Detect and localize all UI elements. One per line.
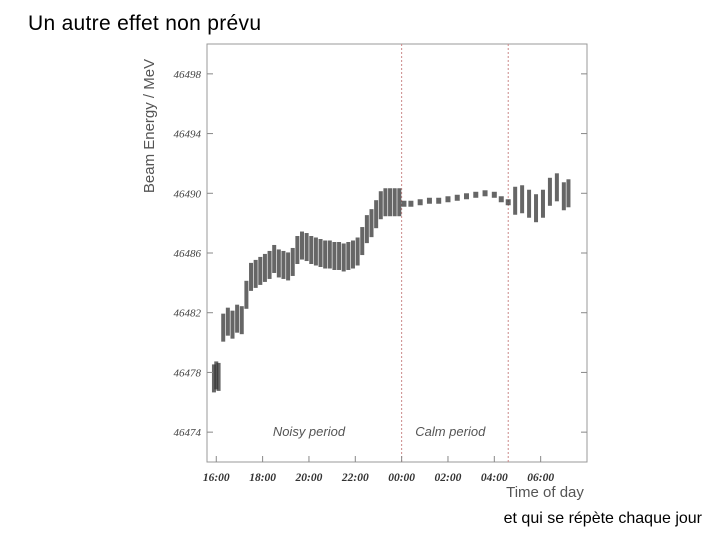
x-tick-label: 16:00 [203,472,230,484]
x-tick-label: 18:00 [249,472,276,484]
y-tick-label: 46474 [174,427,202,439]
data-points [211,173,571,393]
slide-title: Un autre effet non prévu [28,12,262,35]
period-annotation: Calm period [415,424,486,439]
x-tick-label: 02:00 [435,472,462,484]
plot-border [206,43,588,463]
x-tick-label: 20:00 [295,472,323,484]
x-tick-label: 06:00 [527,472,554,484]
boundary-lines [401,44,509,462]
x-tick-label: 04:00 [481,472,508,484]
x-axis-label: Time of day [506,484,584,501]
y-tick-label: 46478 [174,367,202,379]
y-tick-label: 46486 [174,248,202,260]
period-annotations: Noisy period Calm period [273,424,486,439]
period-annotation: Noisy period [273,424,346,439]
x-tick-label: 22:00 [341,472,369,484]
y-axis-label: Beam Energy / MeV [141,59,158,193]
y-axis-ticks: 46474 46478 46482 46486 46490 46494 46498 [174,69,587,439]
plot-frame [206,43,588,463]
y-tick-label: 46482 [174,308,202,320]
y-tick-label: 46490 [174,188,202,200]
x-tick-label: 00:00 [388,472,415,484]
y-tick-label: 46494 [174,129,202,141]
y-tick-label: 46498 [174,69,202,81]
x-axis-ticks: 16:00 18:00 20:00 22:00 00:00 02:00 04:00 06:00 [203,456,554,484]
footnote: et qui se répète chaque jour [503,510,702,527]
